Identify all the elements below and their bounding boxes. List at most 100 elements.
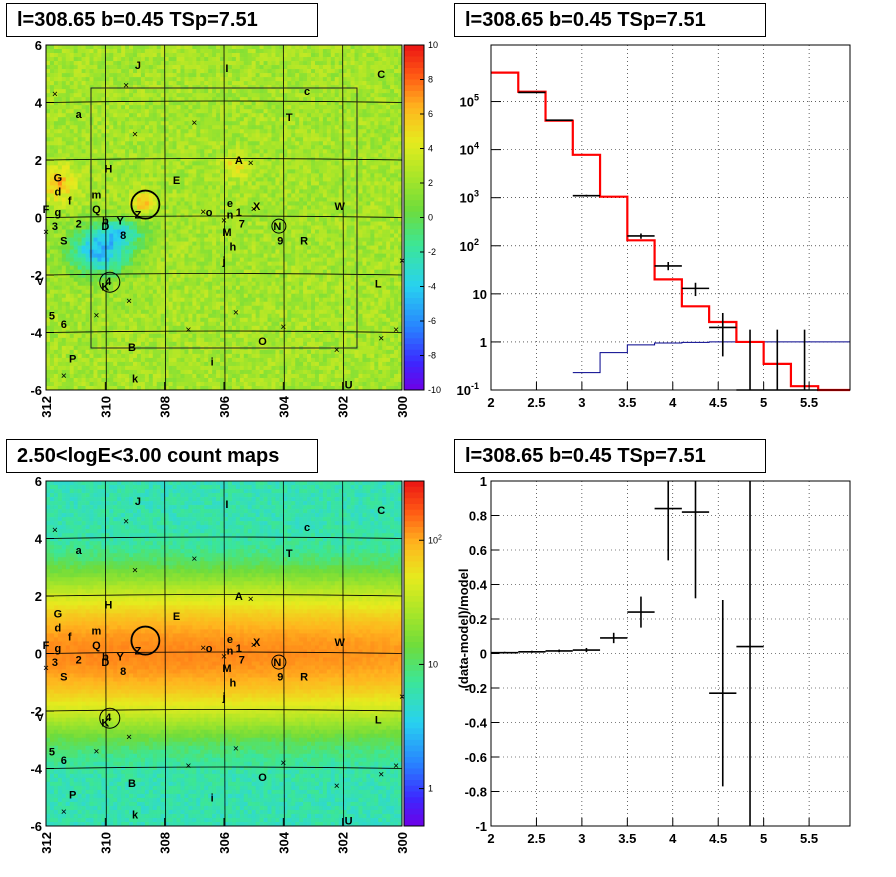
map-pixel (121, 157, 126, 162)
map-pixel (180, 197, 185, 202)
map-pixel (220, 129, 225, 134)
map-pixel (338, 153, 344, 158)
map-pixel (366, 261, 371, 266)
map-pixel (46, 105, 51, 110)
map-pixel (239, 89, 245, 94)
map-pixel (330, 101, 336, 106)
map-pixel (247, 197, 253, 202)
map-pixel (370, 121, 375, 126)
map-pixel (330, 145, 336, 150)
map-pixel (117, 173, 122, 178)
map-pixel (144, 185, 150, 190)
map-pixel (133, 101, 138, 106)
map-pixel (322, 145, 328, 150)
map-pixel (279, 89, 284, 94)
map-pixel (192, 257, 197, 262)
map-pixel (346, 153, 351, 158)
map-pixel (330, 109, 336, 114)
map-pixel (255, 93, 260, 98)
map-pixel (303, 145, 308, 150)
map-pixel (144, 137, 150, 142)
map-pixel (125, 145, 130, 150)
map-pixel (220, 205, 225, 210)
map-pixel (271, 237, 276, 242)
map-pixel (227, 89, 233, 94)
map-pixel (89, 137, 94, 142)
map-pixel (235, 241, 241, 246)
map-pixel (136, 221, 142, 226)
map-pixel (97, 85, 102, 90)
map-pixel (164, 137, 169, 142)
map-pixel (152, 97, 158, 102)
map-pixel (148, 257, 154, 262)
map-pixel (283, 193, 288, 198)
map-pixel (208, 85, 213, 90)
map-pixel (144, 53, 150, 58)
map-pixel (330, 141, 336, 146)
map-pixel (224, 45, 229, 50)
map-pixel (156, 85, 162, 90)
map-pixel (49, 161, 55, 166)
map-pixel (168, 81, 173, 86)
map-pixel (57, 53, 63, 58)
map-pixel (390, 153, 395, 158)
map-pixel (390, 49, 395, 54)
map-pixel (307, 93, 312, 98)
map-pixel (109, 77, 114, 82)
map-pixel (148, 229, 154, 234)
map-pixel (117, 117, 122, 122)
map-pixel (255, 241, 260, 246)
map-pixel (129, 133, 134, 138)
map-pixel (117, 241, 122, 246)
map-pixel (49, 149, 55, 154)
map-pixel (398, 213, 403, 218)
map-pixel (129, 229, 134, 234)
map-pixel (196, 129, 201, 134)
map-pixel (180, 129, 185, 134)
map-pixel (295, 113, 300, 118)
map-pixel (85, 181, 90, 186)
map-pixel (172, 81, 177, 86)
map-pixel (81, 233, 86, 238)
map-pixel (227, 157, 233, 162)
map-pixel (53, 265, 59, 270)
map-pixel (81, 137, 86, 142)
map-pixel (160, 97, 166, 102)
map-pixel (49, 221, 55, 226)
map-pixel (164, 169, 169, 174)
map-pixel (85, 165, 90, 170)
map-pixel (133, 201, 138, 206)
map-pixel (65, 265, 71, 270)
map-pixel (85, 117, 90, 122)
map-pixel (105, 109, 110, 114)
map-pixel (291, 93, 296, 98)
map-pixel (299, 53, 304, 58)
map-pixel (299, 209, 304, 214)
map-pixel (73, 53, 78, 58)
map-pixel (105, 257, 110, 262)
map-pixel (73, 181, 78, 186)
map-pixel (57, 181, 63, 186)
map-pixel (299, 249, 304, 254)
map-pixel (176, 213, 181, 218)
map-pixel (184, 125, 189, 130)
map-pixel (49, 125, 55, 130)
map-pixel (394, 117, 399, 122)
map-pixel (231, 121, 237, 126)
map-pixel (140, 89, 146, 94)
map-pixel (208, 233, 213, 238)
map-pixel (57, 221, 63, 226)
map-pixel (291, 73, 296, 78)
map-pixel (57, 85, 63, 90)
map-pixel (180, 225, 185, 230)
map-pixel (144, 181, 150, 186)
map-pixel (73, 209, 78, 214)
map-pixel (318, 241, 324, 246)
map-pixel (307, 85, 312, 90)
map-pixel (243, 121, 249, 126)
map-pixel (398, 257, 403, 262)
map-pixel (283, 185, 288, 190)
map-pixel (366, 245, 371, 250)
map-pixel (93, 145, 98, 150)
map-pixel (311, 209, 316, 214)
